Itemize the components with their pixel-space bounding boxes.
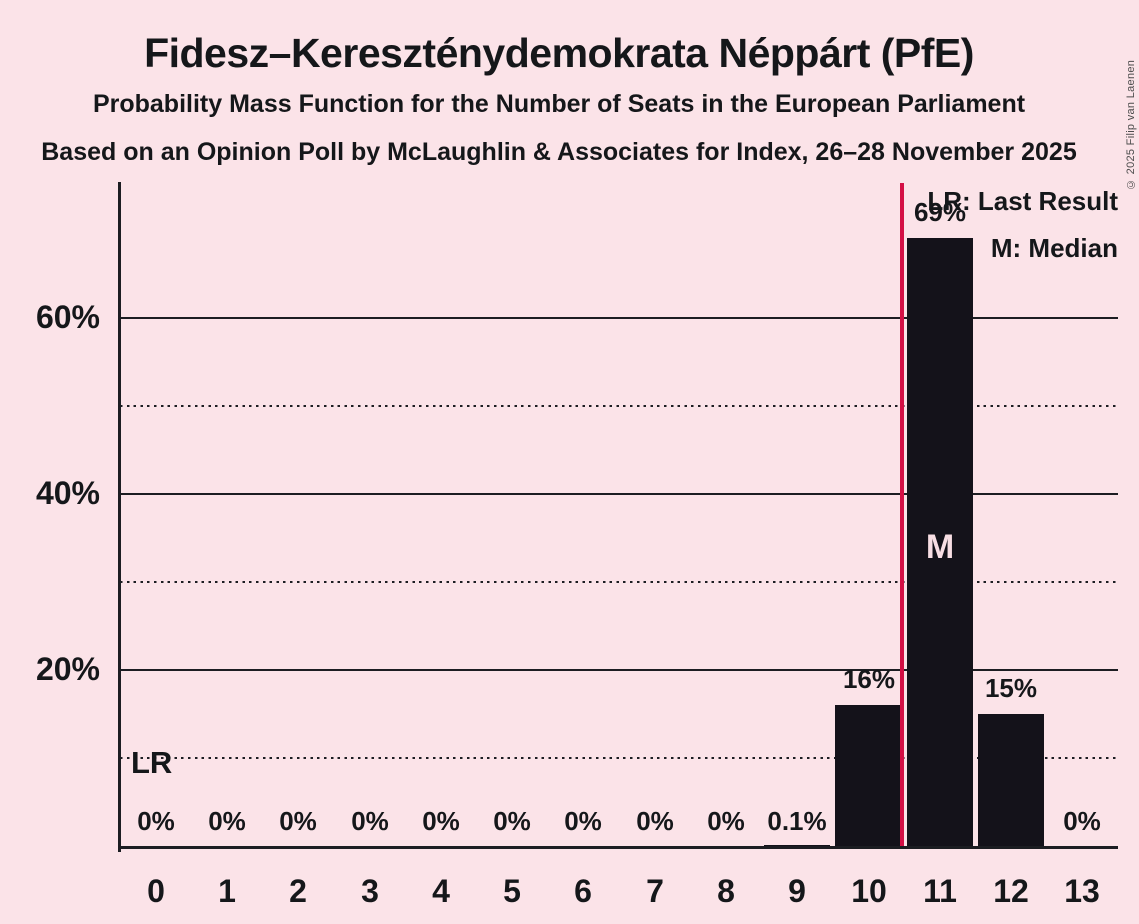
- x-axis-label: 6: [574, 873, 592, 909]
- x-axis-label: 12: [993, 873, 1029, 909]
- y-axis-label: 20%: [35, 651, 100, 687]
- bar: [978, 714, 1044, 846]
- y-axis-label: 40%: [35, 475, 100, 511]
- x-axis-label: 1: [218, 873, 236, 909]
- chart-source-line: Based on an Opinion Poll by McLaughlin &…: [41, 138, 1077, 166]
- bar-value-label: 0%: [564, 806, 602, 836]
- x-axis-label: 10: [851, 873, 887, 909]
- gridline-dotted: [120, 581, 1118, 583]
- bar-value-label: 0%: [707, 806, 745, 836]
- bar-value-label: 15%: [984, 673, 1038, 703]
- gridline-solid: [120, 493, 1118, 495]
- x-axis-label: 11: [923, 873, 957, 909]
- gridline-solid: [120, 317, 1118, 319]
- bar-value-label: 0%: [208, 806, 246, 836]
- gridline-solid: [120, 669, 1118, 671]
- bar-value-label: 0%: [137, 806, 175, 836]
- bar-value-label: 0%: [422, 806, 460, 836]
- x-axis-label: 13: [1064, 873, 1100, 909]
- legend-median: M: Median: [990, 233, 1118, 263]
- bar: [907, 238, 973, 846]
- bar-value-label: 0%: [1063, 806, 1101, 836]
- bar: [835, 705, 901, 846]
- x-axis-label: 4: [432, 873, 450, 909]
- x-axis-label: 0: [147, 873, 165, 909]
- bar-value-label: 69%: [913, 197, 967, 227]
- x-axis: [118, 846, 1118, 849]
- bar-value-label: 0%: [636, 806, 674, 836]
- x-axis-label: 5: [503, 873, 521, 909]
- x-axis-label: 7: [646, 873, 664, 909]
- gridline-dotted: [120, 405, 1118, 407]
- last-result-line: [900, 183, 904, 846]
- x-axis-label: 2: [289, 873, 307, 909]
- chart-title: Fidesz–Kereszténydemokrata Néppárt (PfE): [144, 30, 974, 76]
- bar-value-label: 16%: [842, 664, 896, 694]
- x-axis-label: 8: [717, 873, 735, 909]
- bar-value-label: 0%: [351, 806, 389, 836]
- y-axis: [118, 182, 121, 852]
- x-axis-label: 3: [361, 873, 379, 909]
- bar-value-label: 0.1%: [767, 806, 827, 836]
- last-result-label: LR: [131, 745, 173, 780]
- bar-value-label: 0%: [493, 806, 531, 836]
- bar: [764, 845, 830, 846]
- y-axis-label: 60%: [35, 299, 100, 335]
- x-axis-label: 9: [788, 873, 806, 909]
- legend-last-result: LR: Last Result: [927, 186, 1118, 216]
- median-label: M: [925, 528, 955, 566]
- chart-subtitle: Probability Mass Function for the Number…: [92, 90, 1026, 118]
- gridline-dotted: [120, 757, 1118, 759]
- bar-value-label: 0%: [279, 806, 317, 836]
